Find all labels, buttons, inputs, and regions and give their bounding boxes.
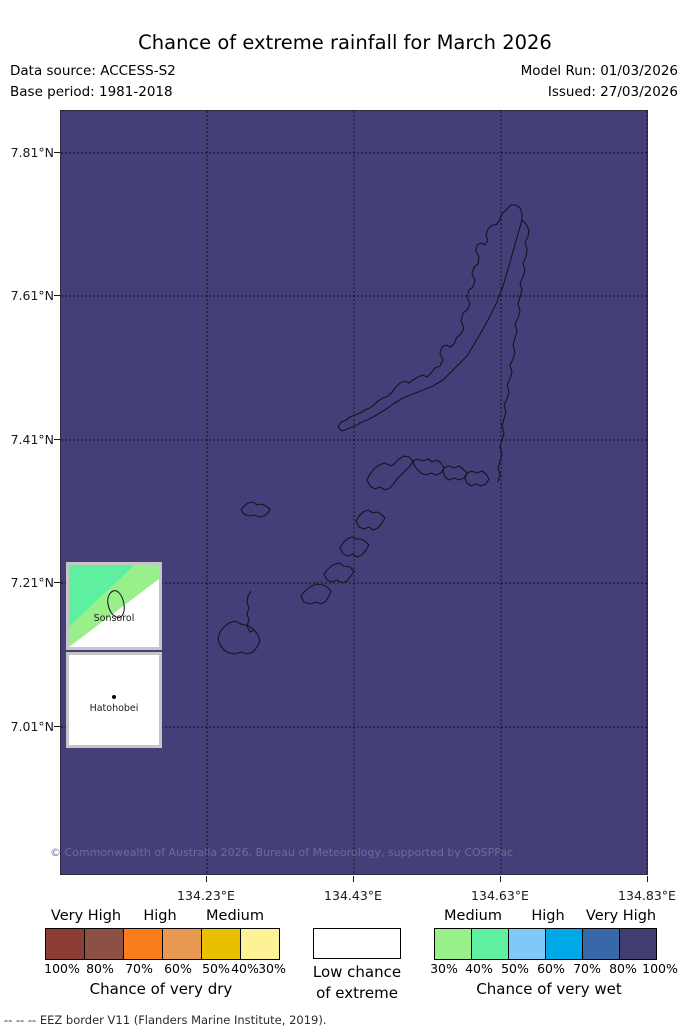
legend-wet-pct: 80% [609, 961, 637, 976]
legend-dry-swatch-2[interactable] [123, 929, 162, 959]
legend-wet-category-medium: Medium [444, 908, 502, 924]
legend-dry-pct: 80% [86, 961, 114, 976]
inset-label-sonsorol: Sonsorol [93, 613, 135, 624]
map-copyright: © Commonwealth of Australia 2026, Bureau… [50, 846, 514, 859]
data-source-text: Data source: ACCESS-S2 [10, 63, 176, 79]
legend-dry-swatch-3[interactable] [162, 929, 201, 959]
x-tickmark [647, 876, 648, 882]
legend-wet-swatch-2[interactable] [508, 929, 545, 959]
legend-wet-colorbar[interactable] [434, 928, 657, 960]
inset-label-hatohobei: Hatohobei [89, 703, 139, 714]
legend-dry-pct: 50% [202, 961, 230, 976]
legend-dry-category-high: High [143, 908, 177, 924]
legend-dry-pct: 70% [125, 961, 153, 976]
legend-wet-caption: Chance of very wet [476, 980, 622, 998]
hatohobei-point-marker [112, 695, 116, 699]
legend-low-chance-line2: of extreme [316, 984, 398, 1002]
y-tickmark [54, 295, 60, 296]
legend-low-chance-swatch[interactable] [313, 928, 401, 959]
legend-dry-category-very-high: Very High [50, 908, 122, 924]
legend-dry-pct: 40% [231, 961, 259, 976]
legend-wet-swatch-0[interactable] [435, 929, 471, 959]
legend-dry-pct: 100% [44, 961, 80, 976]
legend-wet-pct: 70% [573, 961, 601, 976]
y-axis-label: 7.81°N [10, 145, 54, 160]
legend-wet-pct: 60% [537, 961, 565, 976]
y-axis-label: 7.61°N [10, 288, 54, 303]
y-axis-label: 7.41°N [10, 432, 54, 447]
inset-map-hatohobei[interactable]: Hatohobei [66, 652, 162, 748]
legend-wet-category-high: High [531, 908, 565, 924]
legend-dry-colorbar[interactable] [45, 928, 280, 960]
y-axis-label: 7.01°N [10, 719, 54, 734]
x-axis-label: 134.23°E [177, 888, 235, 903]
legend-dry-category-medium: Medium [206, 908, 264, 924]
legend-wet-pct: 30% [430, 961, 458, 976]
x-axis-label: 134.83°E [618, 888, 676, 903]
legend-wet-swatch-3[interactable] [545, 929, 582, 959]
inset-map-sonsorol[interactable]: Sonsorol [66, 562, 162, 650]
legend-wet-category-very-high: Very High [585, 908, 657, 924]
legend-dry-pct: 30% [258, 961, 286, 976]
legend-dry-caption: Chance of very dry [89, 980, 233, 998]
y-tickmark [54, 582, 60, 583]
x-tickmark [500, 876, 501, 882]
x-axis-label: 134.63°E [471, 888, 529, 903]
x-tickmark [206, 876, 207, 882]
y-tickmark [54, 726, 60, 727]
y-tickmark [54, 439, 60, 440]
legend-wet-pct: 100% [642, 961, 678, 976]
issued-text: Issued: 27/03/2026 [547, 84, 678, 100]
legend-dry-pct: 60% [164, 961, 192, 976]
map-gridlines [61, 111, 647, 874]
coastline-outlines [217, 204, 530, 655]
legend-dry-swatch-0[interactable] [46, 929, 84, 959]
x-axis-label: 134.43°E [324, 888, 382, 903]
map-graphics [61, 111, 647, 874]
model-run-text: Model Run: 01/03/2026 [520, 63, 678, 79]
y-tickmark [54, 152, 60, 153]
legend-wet-swatch-1[interactable] [471, 929, 508, 959]
base-period-text: Base period: 1981-2018 [10, 84, 173, 100]
inset-sonsorol-graphics [69, 565, 159, 647]
legend-wet-swatch-4[interactable] [582, 929, 619, 959]
legend-dry-swatch-1[interactable] [84, 929, 123, 959]
x-tickmark [353, 876, 354, 882]
y-axis-label: 7.21°N [10, 575, 54, 590]
legend-dry-swatch-5[interactable] [240, 929, 279, 959]
legend-wet-swatch-5[interactable] [619, 929, 656, 959]
page-title: Chance of extreme rainfall for March 202… [138, 31, 552, 54]
rainfall-map[interactable] [60, 110, 648, 875]
legend-wet-pct: 50% [501, 961, 529, 976]
eez-border-note: -- -- -- EEZ border V11 (Flanders Marine… [4, 1013, 327, 1027]
legend-dry-swatch-4[interactable] [201, 929, 240, 959]
legend-wet-pct: 40% [465, 961, 493, 976]
legend-low-chance-line1: Low chance [312, 963, 402, 981]
